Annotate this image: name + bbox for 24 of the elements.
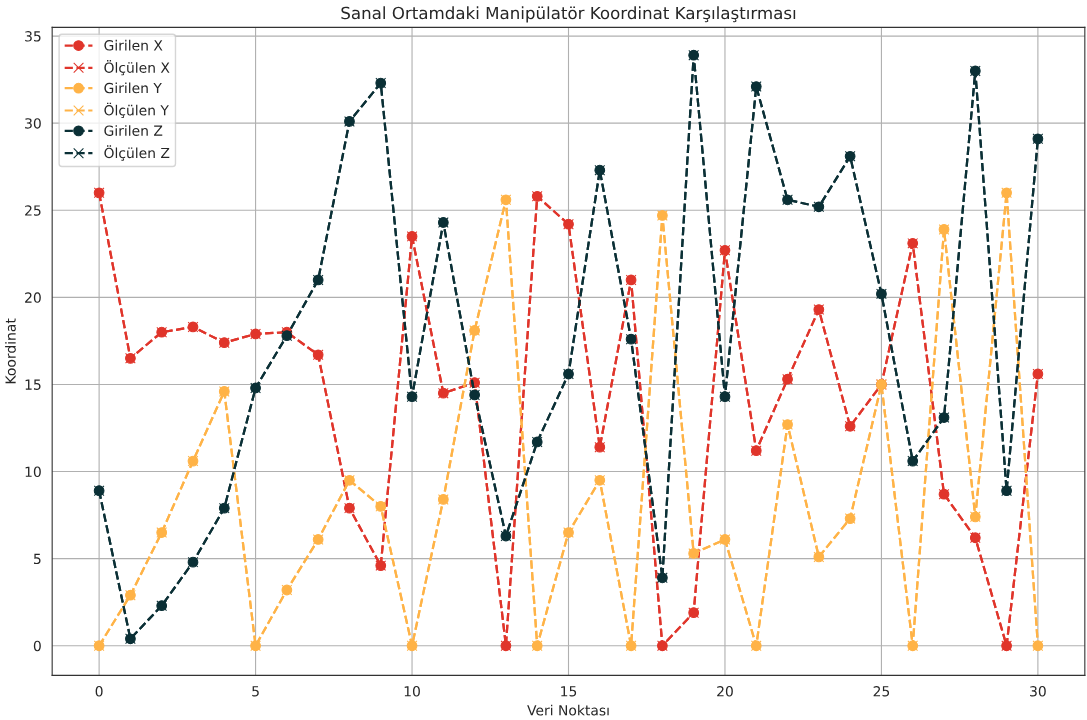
- y-tick-label: 10: [25, 466, 41, 478]
- y-tick-label: 5: [33, 553, 41, 565]
- chart-title: Sanal Ortamdaki Manipülatör Koordinat Karşılaştırması: [341, 6, 796, 23]
- legend-label: Ölçülen Y: [104, 102, 169, 119]
- y-tick-label: 15: [25, 379, 41, 390]
- x-axis-title: Veri Noktası: [527, 704, 609, 716]
- y-tick-label: 30: [25, 118, 41, 129]
- legend-label: Ölçülen Z: [104, 145, 170, 161]
- y-axis-title: Koordinat: [5, 318, 16, 384]
- legend-label: Girilen Y: [104, 82, 162, 94]
- x-tick-label: 5: [252, 686, 259, 697]
- x-tick-label: 20: [717, 686, 733, 697]
- x-tick-label: 15: [561, 686, 577, 697]
- legend-label: Girilen Z: [104, 125, 163, 136]
- y-tick-label: 0: [33, 640, 41, 652]
- legend-label: Ölçülen X: [104, 60, 170, 76]
- x-tick-label: 10: [404, 686, 420, 697]
- legend-label: Girilen X: [104, 39, 163, 51]
- x-tick-label: 0: [95, 686, 103, 697]
- y-tick-label: 20: [25, 292, 41, 303]
- y-tick-label: 25: [25, 205, 41, 216]
- x-tick-label: 30: [1030, 686, 1046, 697]
- y-tick-label: 35: [25, 31, 41, 42]
- x-tick-label: 25: [873, 686, 890, 697]
